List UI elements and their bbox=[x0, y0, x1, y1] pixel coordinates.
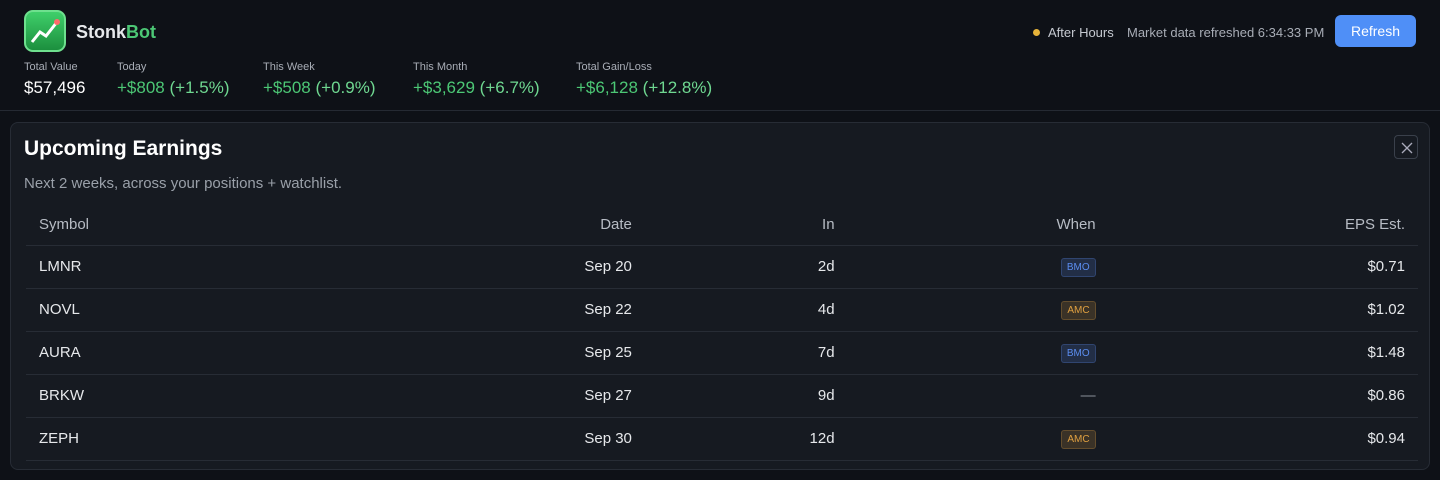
panel-title: Upcoming Earnings bbox=[24, 137, 223, 160]
column-header: In bbox=[644, 205, 848, 246]
brand: StonkBot bbox=[76, 22, 156, 43]
cell-symbol: NOVL bbox=[26, 288, 103, 332]
table-row: NOVL Sep 22 4d AMC $1.02 bbox=[26, 288, 1418, 332]
cell-date: Sep 30 bbox=[102, 417, 645, 461]
column-header: Date bbox=[102, 205, 645, 246]
brand-b: Bot bbox=[126, 22, 157, 42]
close-button[interactable] bbox=[1394, 135, 1418, 159]
status-text: After Hours bbox=[1048, 25, 1114, 40]
cell-eps: $0.71 bbox=[1108, 245, 1418, 289]
stat-value: +$6,128 (+12.8%) bbox=[576, 78, 712, 98]
cell-symbol: LMNR bbox=[26, 245, 103, 289]
panel-subtitle: Next 2 weeks, across your positions + wa… bbox=[24, 175, 343, 192]
cell-when: AMC bbox=[847, 288, 1109, 332]
when-text: — bbox=[1080, 387, 1096, 404]
when-badge: AMC bbox=[1061, 300, 1096, 320]
stat-change: (+1.5%) bbox=[169, 78, 230, 97]
stat-amount: +$508 bbox=[263, 78, 311, 97]
cell-symbol: AURA bbox=[26, 331, 103, 375]
stat-value: $57,496 bbox=[24, 78, 85, 98]
logo bbox=[24, 10, 66, 52]
stat-change: (+12.8%) bbox=[642, 78, 713, 97]
stat: Total Value $57,496 bbox=[24, 61, 85, 98]
stat-amount: +$808 bbox=[117, 78, 165, 97]
logo-icon bbox=[30, 19, 60, 43]
refresh-button[interactable]: Refresh bbox=[1335, 15, 1416, 47]
cell-in: 9d bbox=[644, 374, 848, 418]
when-badge: BMO bbox=[1060, 343, 1096, 363]
stat-value: +$808 (+1.5%) bbox=[117, 78, 229, 98]
cell-when: BMO bbox=[847, 245, 1109, 289]
stat-label: Total Gain/Loss bbox=[576, 61, 652, 73]
cell-eps: $1.02 bbox=[1108, 288, 1418, 332]
cell-symbol: ZEPH bbox=[26, 417, 103, 461]
cell-date: Sep 25 bbox=[102, 331, 645, 375]
cell-when: — bbox=[847, 374, 1109, 418]
stat-amount: +$3,629 bbox=[413, 78, 475, 97]
top-bar: StonkBot After Hours Market data refresh… bbox=[0, 0, 1440, 111]
table-row: AURA Sep 25 7d BMO $1.48 bbox=[26, 331, 1418, 375]
when-badge: BMO bbox=[1060, 257, 1096, 277]
cell-in: 4d bbox=[644, 288, 848, 332]
table-row: LMNR Sep 20 2d BMO $0.71 bbox=[26, 245, 1418, 289]
stat: Today +$808 (+1.5%) bbox=[117, 61, 229, 98]
cell-in: 12d bbox=[644, 417, 848, 461]
stat: This Month +$3,629 (+6.7%) bbox=[413, 61, 540, 98]
cell-when: AMC bbox=[847, 417, 1109, 461]
cell-in: 7d bbox=[644, 331, 848, 375]
stat-change: (+6.7%) bbox=[479, 78, 540, 97]
market-status: After Hours bbox=[1033, 25, 1114, 40]
stat-value: +$508 (+0.9%) bbox=[263, 78, 375, 98]
stat-label: Total Value bbox=[24, 61, 78, 73]
cell-in: 2d bbox=[644, 245, 848, 289]
when-badge: AMC bbox=[1061, 429, 1096, 449]
table-row: ZEPH Sep 30 12d AMC $0.94 bbox=[26, 417, 1418, 461]
cell-eps: $0.86 bbox=[1108, 374, 1418, 418]
cell-date: Sep 22 bbox=[102, 288, 645, 332]
brand-a: Stonk bbox=[76, 22, 127, 42]
stat-label: Today bbox=[117, 61, 147, 73]
cell-symbol: BRKW bbox=[26, 374, 103, 418]
column-header: EPS Est. bbox=[1108, 205, 1418, 246]
cell-date: Sep 20 bbox=[102, 245, 645, 289]
stat: This Week +$508 (+0.9%) bbox=[263, 61, 375, 98]
column-header: Symbol bbox=[26, 205, 103, 246]
cell-eps: $1.48 bbox=[1108, 331, 1418, 375]
stat-value: +$3,629 (+6.7%) bbox=[413, 78, 540, 98]
refresh-time: Market data refreshed 6:34:33 PM bbox=[1127, 25, 1325, 40]
stat-label: This Week bbox=[263, 61, 315, 73]
stat-amount: $57,496 bbox=[24, 78, 86, 97]
earnings-table: Symbol Date In When EPS Est. LMNR Sep 20 2d BMO $… bbox=[26, 205, 1418, 461]
stat-change: (+0.9%) bbox=[315, 78, 376, 97]
cell-when: BMO bbox=[847, 331, 1109, 375]
stat-label: This Month bbox=[413, 61, 468, 73]
stat-amount: +$6,128 bbox=[576, 78, 638, 97]
stat: Total Gain/Loss +$6,128 (+12.8%) bbox=[576, 61, 712, 98]
column-header: When bbox=[847, 205, 1109, 246]
table-row: BRKW Sep 27 9d — $0.86 bbox=[26, 374, 1418, 418]
earnings-panel: Upcoming Earnings Next 2 weeks, across y… bbox=[10, 122, 1430, 470]
cell-date: Sep 27 bbox=[102, 374, 645, 418]
cell-eps: $0.94 bbox=[1108, 417, 1418, 461]
